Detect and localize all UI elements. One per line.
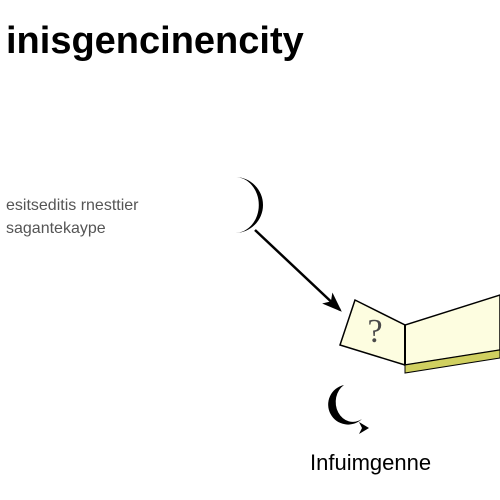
svg-text:?: ? (367, 313, 382, 350)
arrow-diagonal (255, 230, 340, 310)
subtext-line-1: esitseditis rnesttier (6, 195, 139, 217)
page-title: inisgencinencity (6, 20, 304, 63)
subtext-line-2: sagantekaype (6, 218, 106, 240)
bottom-label: Infuimgenne (310, 450, 431, 476)
diagram-svg: ? (0, 0, 500, 500)
open-book-icon: ? (340, 295, 500, 373)
crescent-icon-top (235, 177, 263, 233)
crescent-icon-bottom (328, 385, 362, 425)
arrow-tip-bottom (359, 422, 369, 434)
